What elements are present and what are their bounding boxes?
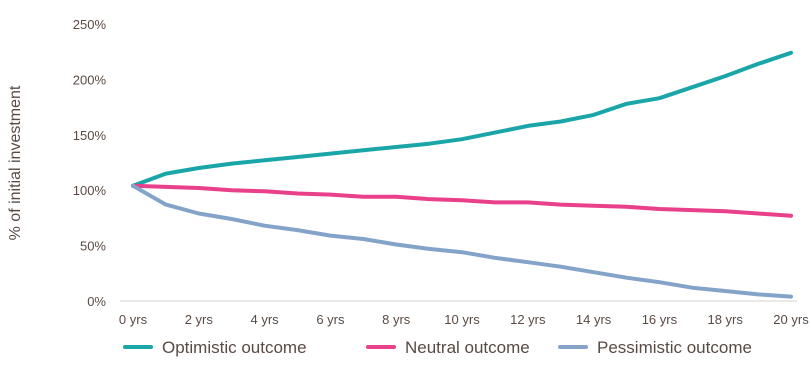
legend-label: Neutral outcome xyxy=(405,338,530,357)
x-tick-label: 14 yrs xyxy=(576,312,612,327)
legend: Optimistic outcome Neutral outcome Pessimi… xyxy=(123,338,752,357)
y-tick-label: 50% xyxy=(80,239,106,254)
legend-label: Optimistic outcome xyxy=(162,338,307,357)
series-line-1 xyxy=(131,50,793,188)
y-tick-label: 200% xyxy=(73,72,107,87)
x-tick-label: 8 yrs xyxy=(382,312,411,327)
x-tick-label: 0 yrs xyxy=(119,312,148,327)
series-line-2 xyxy=(131,183,793,218)
x-tick-label: 6 yrs xyxy=(316,312,345,327)
x-tick-label: 16 yrs xyxy=(642,312,678,327)
y-tick-label: 250% xyxy=(73,17,107,32)
x-tick-label: 20 yrs xyxy=(773,312,809,327)
y-tick-label: 150% xyxy=(73,128,107,143)
y-axis-title: % of initial investment xyxy=(7,85,24,240)
series-lines xyxy=(131,50,793,299)
x-tick-label: 10 yrs xyxy=(444,312,480,327)
y-axis-ticks: 0% 50% 100% 150% 200% 250% xyxy=(73,17,107,309)
y-tick-label: 100% xyxy=(73,183,107,198)
x-tick-label: 18 yrs xyxy=(707,312,743,327)
x-tick-label: 4 yrs xyxy=(251,312,280,327)
x-axis-ticks: 0 yrs 2 yrs 4 yrs 6 yrs 8 yrs 10 yrs 12 yrs 14 … xyxy=(119,312,809,327)
legend-label: Pessimistic outcome xyxy=(597,338,752,357)
x-tick-label: 12 yrs xyxy=(510,312,546,327)
y-tick-label: 0% xyxy=(87,294,106,309)
series-line-3 xyxy=(131,183,793,299)
x-tick-label: 2 yrs xyxy=(185,312,214,327)
